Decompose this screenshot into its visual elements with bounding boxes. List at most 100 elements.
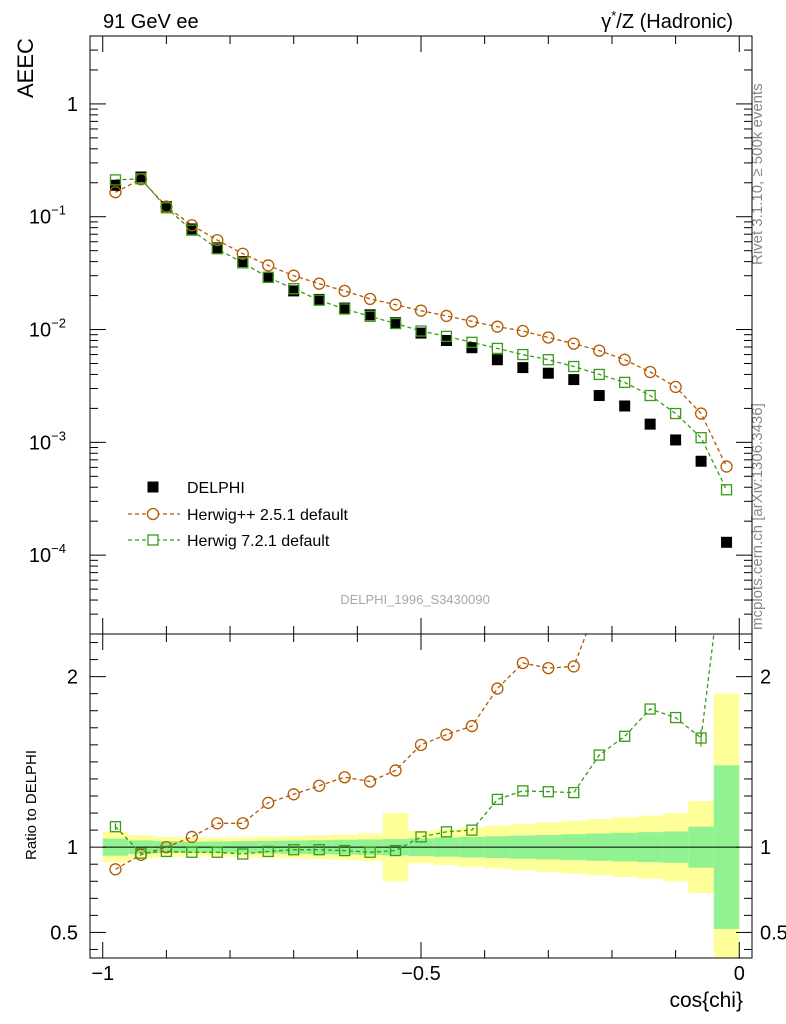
ratio-herwigpp-point — [363, 775, 377, 788]
ratio-herwig7-point — [313, 844, 325, 856]
ratio-herwig7-point — [669, 711, 682, 724]
ratio-herwigpp-point — [287, 788, 300, 801]
ratio-herwig7-point — [644, 703, 656, 715]
herwigpp-point — [262, 259, 275, 272]
ratio-herwig7-point — [237, 848, 249, 860]
header-right-star: * — [611, 8, 616, 23]
ratio-herwigpp-point — [491, 682, 504, 695]
ratio-herwig7-point — [135, 847, 147, 859]
legend-label: Herwig 7.2.1 default — [187, 533, 330, 550]
delphi-point — [568, 374, 580, 386]
herwigpp-point — [593, 344, 606, 357]
bottom-panel-frame — [89, 633, 753, 959]
top-ytick-label-exponent: −1 — [51, 203, 66, 218]
ratio-herwigpp-point — [440, 728, 453, 741]
herwig7-point — [211, 243, 223, 255]
herwig7-point — [491, 342, 504, 355]
top-ytick-label-base: 10 — [29, 207, 51, 229]
herwigpp-point — [465, 315, 479, 328]
herwig7-point — [338, 303, 351, 315]
ratio-herwig7-point — [338, 844, 351, 857]
delphi-point — [364, 309, 376, 321]
bottom-ylabel: Ratio to DELPHI — [23, 750, 40, 860]
header-right-rest: /Z (Hadronic) — [616, 11, 733, 33]
top-ytick-label-exponent: −4 — [51, 541, 66, 556]
ratio-herwig7-point — [542, 786, 554, 798]
ratio-herwig7-point — [262, 845, 274, 858]
herwigpp-point — [414, 304, 428, 317]
ratio-herwigpp-point — [262, 796, 275, 809]
ratio-herwig7-point — [619, 730, 631, 742]
delphi-point — [542, 367, 554, 379]
ratio-herwigpp-point — [236, 817, 249, 830]
ratio-herwig7-point — [568, 786, 580, 799]
top-ytick-label: 10−4 — [29, 541, 66, 567]
delphi-point — [390, 317, 402, 329]
ratio-herwigpp-point — [185, 830, 198, 844]
ratio-herwig7-point — [593, 749, 605, 761]
herwigpp-point — [720, 460, 733, 473]
top-ylabel: AEEC — [13, 38, 38, 98]
herwig7-point — [720, 484, 733, 496]
herwig7-point — [466, 336, 478, 348]
ratio-uncertainty-bands — [102, 693, 740, 958]
header-right-gamma: γ — [601, 11, 611, 33]
bottom-panel-ticks: 0.5 0.5 1 1 2 2 −1 −0.5 0 — [50, 634, 786, 985]
xlabel: cos{chi} — [669, 989, 743, 1012]
herwig7-point — [364, 310, 376, 322]
herwig7-point — [288, 283, 300, 295]
delphi-point — [695, 455, 707, 467]
herwig7-point — [160, 202, 173, 214]
rivet-version-label: Rivet 3.1.10, ≥ 500k events — [749, 83, 766, 265]
delphi-point — [721, 536, 733, 548]
delphi-point — [237, 256, 249, 268]
legend-label: Herwig++ 2.5.1 default — [187, 507, 349, 524]
bottom-xtick-label: −0.5 — [401, 963, 440, 985]
delphi-point — [593, 390, 605, 402]
ratio-herwig7-point — [389, 844, 402, 857]
delphi-point — [517, 362, 529, 374]
delphi-point — [211, 242, 223, 254]
herwig7-point — [440, 330, 453, 343]
herwig7-point — [237, 257, 249, 269]
bottom-xtick-label: 0 — [734, 963, 745, 985]
top-panel-ticks: 1 10−1 10−2 10−3 10−4 — [29, 35, 752, 635]
top-ytick-label-exponent: −3 — [51, 428, 66, 443]
legend-delphi-marker — [147, 481, 159, 493]
bottom-xtick-label: −1 — [91, 963, 114, 985]
legend: DELPHI Herwig++ 2.5.1 default Herwig 7.2.1… — [128, 480, 349, 550]
herwigpp-point — [338, 284, 351, 298]
ratio-herwigpp-point — [313, 779, 326, 792]
top-ytick-label: 10−2 — [29, 316, 66, 342]
ratio-herwigpp-point — [338, 771, 351, 784]
delphi-point — [619, 400, 631, 412]
herwigpp-point — [363, 292, 377, 306]
top-ytick-label: 1 — [67, 94, 78, 116]
herwigpp-point — [669, 380, 682, 394]
herwigpp-point — [313, 277, 326, 290]
herwigpp-point — [109, 186, 122, 199]
ratio-herwig7-point — [160, 845, 173, 858]
ratio-herwig7-point — [440, 826, 453, 838]
bottom-ytick-label-left: 0.5 — [50, 922, 78, 944]
ratio-herwig7-point — [186, 846, 198, 858]
herwigpp-point — [567, 337, 580, 350]
herwigpp-point — [211, 233, 224, 247]
header-left-label: 91 GeV ee — [103, 11, 199, 33]
mcplots-label: mcplots.cern.ch [arXiv:1306.3436] — [749, 403, 766, 630]
herwigpp-point — [236, 247, 249, 260]
ratio-herwigpp-point — [389, 764, 402, 777]
ratio-herwig7-point — [466, 824, 478, 836]
herwig7-point — [262, 271, 274, 284]
herwig7-point — [313, 294, 325, 306]
top-ytick-label: 10−3 — [29, 428, 66, 454]
herwig7-point — [619, 376, 631, 389]
herwigpp-point — [491, 320, 504, 333]
herwigpp-point — [389, 298, 402, 311]
legend-label: DELPHI — [187, 480, 245, 497]
bottom-ytick-label-left: 1 — [67, 837, 78, 859]
herwig7-point — [568, 360, 580, 373]
herwig7-point — [135, 173, 147, 185]
delphi-point — [440, 334, 452, 346]
